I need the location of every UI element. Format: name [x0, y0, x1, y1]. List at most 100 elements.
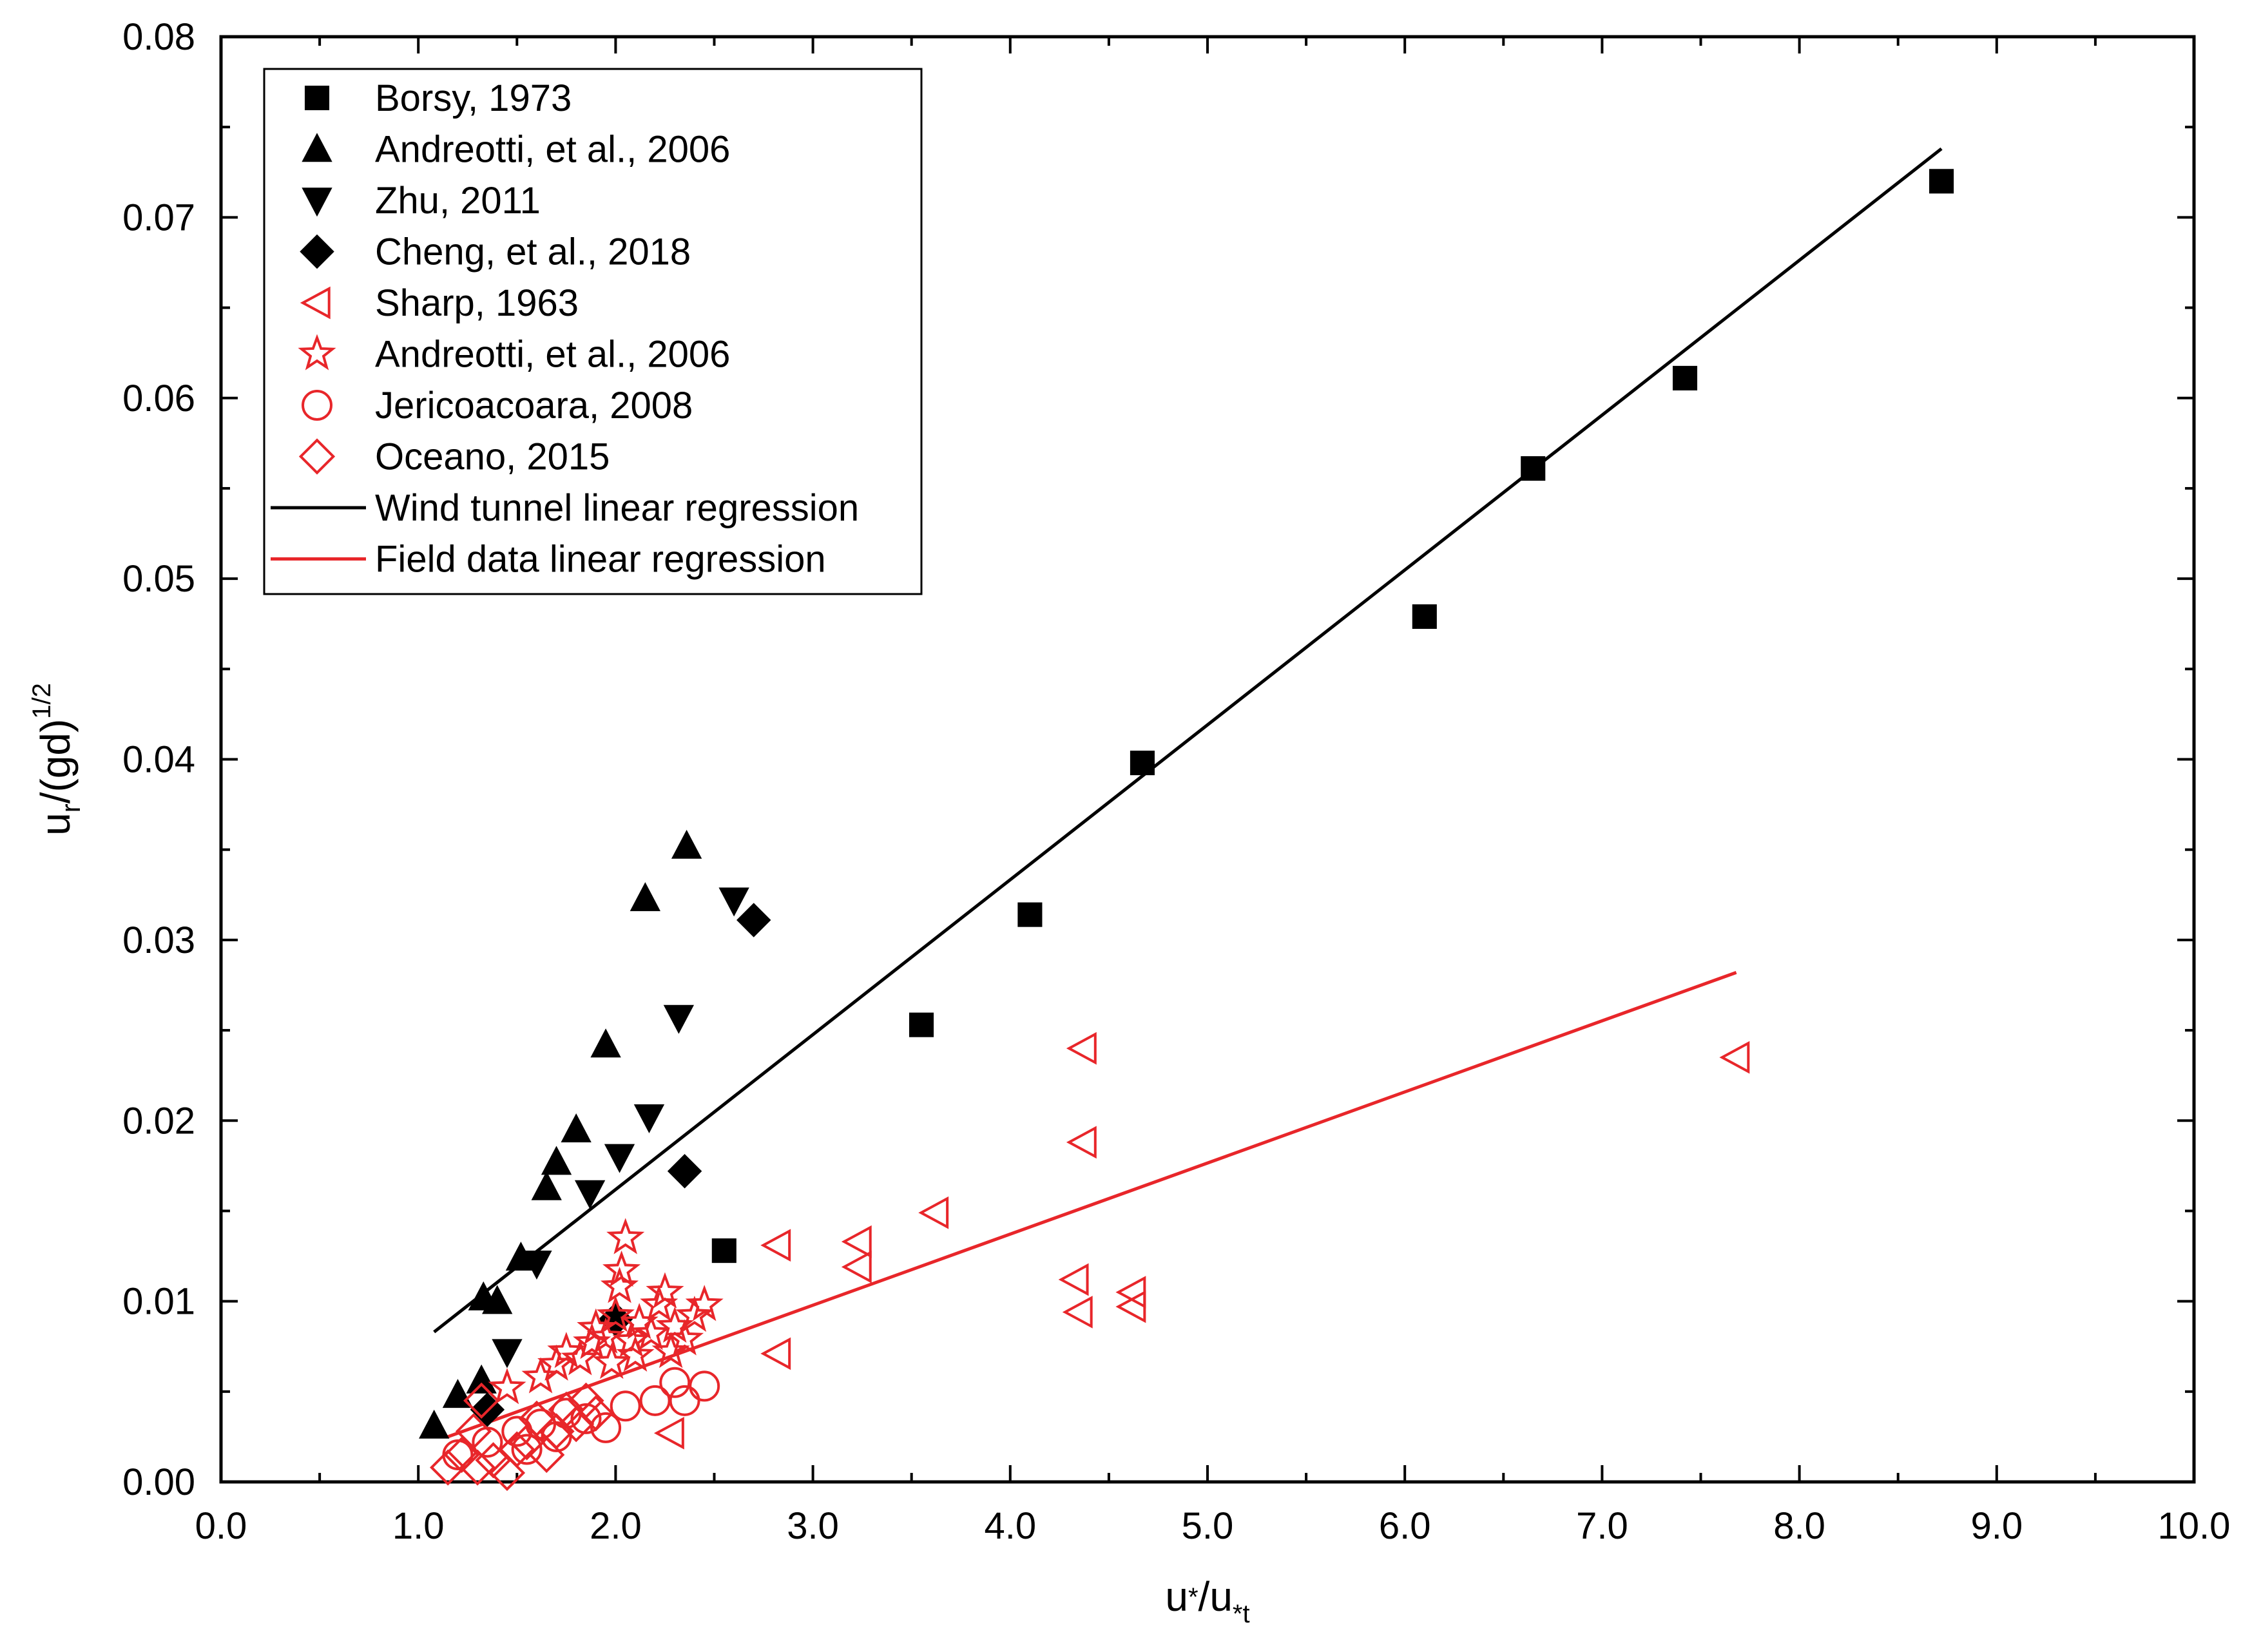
legend-marker	[302, 390, 332, 421]
legend-label: Wind tunnel linear regression	[375, 487, 859, 529]
data-point	[675, 1295, 714, 1332]
data-point	[430, 1449, 467, 1486]
legend-label: Zhu, 2011	[375, 180, 541, 222]
data-point	[1130, 751, 1155, 776]
data-points-layer	[419, 169, 1954, 1492]
data-point	[671, 829, 702, 859]
data-point	[568, 1382, 604, 1419]
x-tick-label: 3.0	[787, 1505, 839, 1547]
y-axis-title: ur/(gd)1/2	[28, 683, 86, 836]
data-point	[646, 1272, 684, 1309]
x-tick-label: 6.0	[1379, 1505, 1431, 1547]
data-point	[718, 887, 749, 917]
series-1	[419, 829, 702, 1439]
data-point	[841, 1225, 872, 1258]
data-point	[455, 1413, 492, 1450]
y-tick-label: 0.03	[122, 919, 195, 961]
data-point	[633, 1104, 665, 1133]
data-point	[521, 1251, 552, 1280]
data-point	[508, 1424, 545, 1461]
data-point	[466, 1364, 497, 1394]
legend-label: Jericoacoara, 2008	[375, 385, 693, 427]
y-tick-label: 0.01	[122, 1281, 195, 1323]
x-tick-label: 4.0	[984, 1505, 1036, 1547]
legend-label: Andreotti, et al., 2006	[375, 129, 730, 171]
data-point	[669, 1385, 700, 1416]
data-point	[596, 1295, 635, 1332]
data-point	[1115, 1290, 1146, 1323]
data-point	[639, 1385, 671, 1416]
legend-label: Field data linear regression	[375, 539, 826, 581]
data-point	[1058, 1263, 1089, 1296]
x-tick-label: 8.0	[1773, 1505, 1825, 1547]
series-5	[488, 1218, 724, 1405]
data-point	[492, 1339, 523, 1369]
data-point	[1521, 456, 1546, 481]
data-point	[1066, 1126, 1097, 1159]
legend: Borsy, 1973 Andreotti, et al., 2006 Zhu, 2…	[263, 68, 923, 595]
legend-marker	[298, 334, 336, 370]
data-point	[1412, 604, 1437, 629]
data-point	[511, 1434, 543, 1465]
y-tick-label: 0.00	[122, 1461, 195, 1503]
legend-marker	[304, 85, 330, 111]
data-point	[548, 1391, 584, 1428]
data-point	[841, 1250, 872, 1283]
axis-titles: u*/u*t ur/(gd)1/2	[28, 683, 1250, 1628]
data-point	[610, 1390, 641, 1422]
series-6	[442, 1367, 720, 1470]
legend-marker	[300, 234, 334, 269]
data-point	[590, 1028, 621, 1058]
series-0	[711, 169, 1954, 1263]
data-point	[1066, 1032, 1097, 1065]
data-point	[541, 1146, 572, 1175]
data-point	[482, 1285, 513, 1314]
legend-marker	[300, 286, 331, 320]
data-point	[653, 1416, 684, 1450]
data-point	[541, 1421, 572, 1452]
data-point	[459, 1449, 496, 1486]
data-point	[577, 1395, 614, 1432]
data-point	[586, 1317, 625, 1354]
legend-marker	[302, 133, 332, 162]
legend-label: Borsy, 1973	[375, 77, 572, 119]
data-point	[419, 1409, 450, 1439]
x-tick-label: 1.0	[392, 1505, 445, 1547]
data-point	[443, 1436, 480, 1474]
data-point	[463, 1382, 500, 1419]
data-point	[1719, 1041, 1750, 1074]
x-tick-label: 5.0	[1182, 1505, 1234, 1547]
data-point	[604, 1144, 635, 1173]
x-tick-label: 0.0	[195, 1505, 247, 1547]
data-point	[918, 1196, 949, 1229]
data-point	[663, 1004, 695, 1034]
data-point	[1929, 169, 1954, 194]
regression-line	[433, 147, 1943, 1334]
x-axis-title: u*/u*t	[1165, 1573, 1249, 1628]
data-point	[518, 1400, 555, 1437]
y-tick-label: 0.06	[122, 378, 195, 419]
data-point	[602, 1250, 641, 1287]
data-point	[651, 1332, 690, 1369]
data-point	[488, 1454, 526, 1492]
data-point	[561, 1339, 599, 1376]
data-point	[499, 1431, 535, 1468]
data-point	[1062, 1296, 1093, 1329]
x-tick-label: 7.0	[1576, 1505, 1628, 1547]
data-point	[606, 1218, 645, 1254]
data-point	[521, 1357, 560, 1394]
data-point	[736, 903, 771, 937]
series-4	[653, 1032, 1750, 1450]
y-tick-label: 0.02	[122, 1100, 195, 1142]
legend-marker	[298, 438, 336, 475]
y-tick-label: 0.07	[122, 197, 195, 238]
data-point	[528, 1436, 565, 1474]
data-point	[909, 1012, 934, 1037]
x-tick-label: 2.0	[590, 1505, 642, 1547]
legend-marker	[302, 187, 332, 217]
data-point	[600, 1267, 639, 1303]
data-point	[640, 1285, 678, 1321]
data-point	[667, 1154, 702, 1189]
legend-label: Cheng, et al., 2018	[375, 231, 691, 273]
